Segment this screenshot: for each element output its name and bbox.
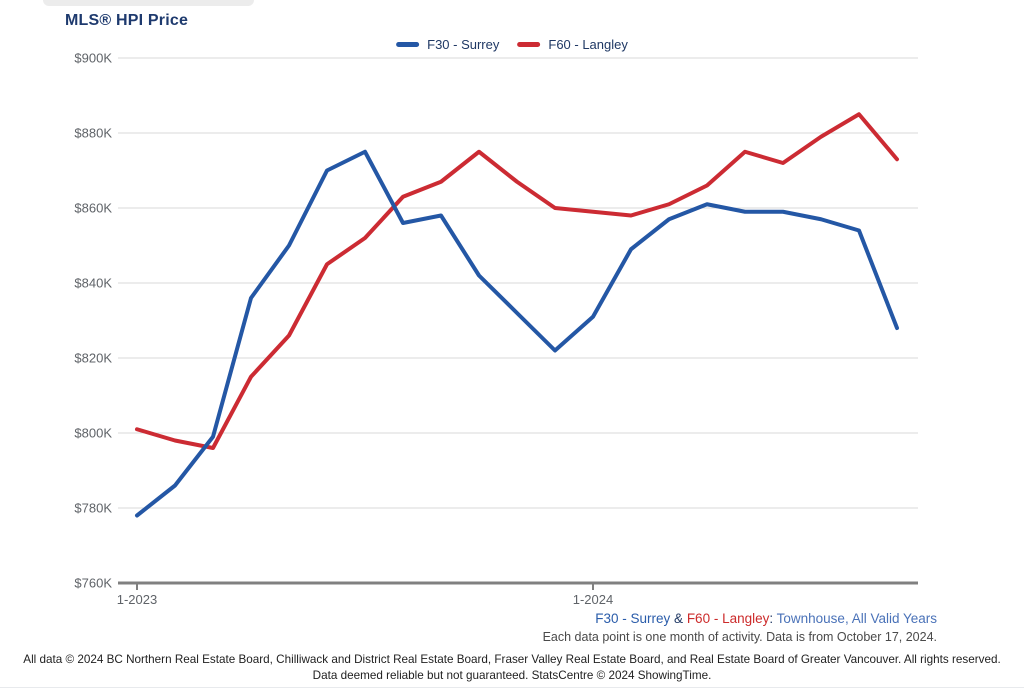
langley-line	[135, 112, 899, 450]
chart-legend: F30 - Surrey F60 - Langley	[396, 37, 628, 52]
legend-item-surrey[interactable]: F30 - Surrey	[396, 37, 499, 52]
y-axis-label: $860K	[74, 201, 112, 216]
legend-label-surrey: F30 - Surrey	[427, 37, 500, 52]
top-edge-remnant	[43, 0, 254, 6]
annotation-colon: :	[769, 611, 777, 626]
footer-attribution-line1: All data © 2024 BC Northern Real Estate …	[23, 653, 1001, 666]
annotation-langley-label: F60 - Langley	[686, 611, 770, 626]
footer-attribution-line2: Data deemed reliable but not guaranteed.…	[312, 669, 712, 682]
annotation-ampersand: &	[670, 611, 687, 626]
y-axis-label: $880K	[74, 126, 112, 141]
annotation-series-combo: F30 - Surrey & F60 - Langley: Townhouse,…	[595, 611, 937, 626]
page-title: MLS® HPI Price	[65, 12, 189, 29]
annotation-note: Each data point is one month of activity…	[542, 630, 937, 644]
bottom-divider	[0, 687, 1024, 688]
annotation-subject: Townhouse, All Valid Years	[776, 611, 937, 626]
surrey-line-swatch-icon	[396, 42, 420, 47]
x-axis-label: 1-2023	[117, 592, 157, 607]
legend-label-langley: F60 - Langley	[548, 37, 628, 52]
y-axis-label: $820K	[74, 351, 112, 366]
y-axis-label: $900K	[74, 51, 112, 66]
langley-line-swatch-icon	[517, 42, 541, 47]
legend-item-langley[interactable]: F60 - Langley	[517, 37, 628, 52]
surrey-line	[135, 149, 899, 518]
price-chart: $900K $880K $860K $840K $820K $800K $780K $760K…	[74, 51, 918, 607]
x-axis-label: 1-2024	[573, 592, 613, 607]
y-axis-label: $800K	[74, 426, 112, 441]
y-axis-label: $760K	[74, 576, 112, 591]
y-axis-label: $780K	[74, 501, 112, 516]
footer-attribution: All data © 2024 BC Northern Real Estate …	[0, 652, 1024, 684]
y-axis-label: $840K	[74, 276, 112, 291]
annotation-surrey-label: F30 - Surrey	[595, 611, 671, 626]
